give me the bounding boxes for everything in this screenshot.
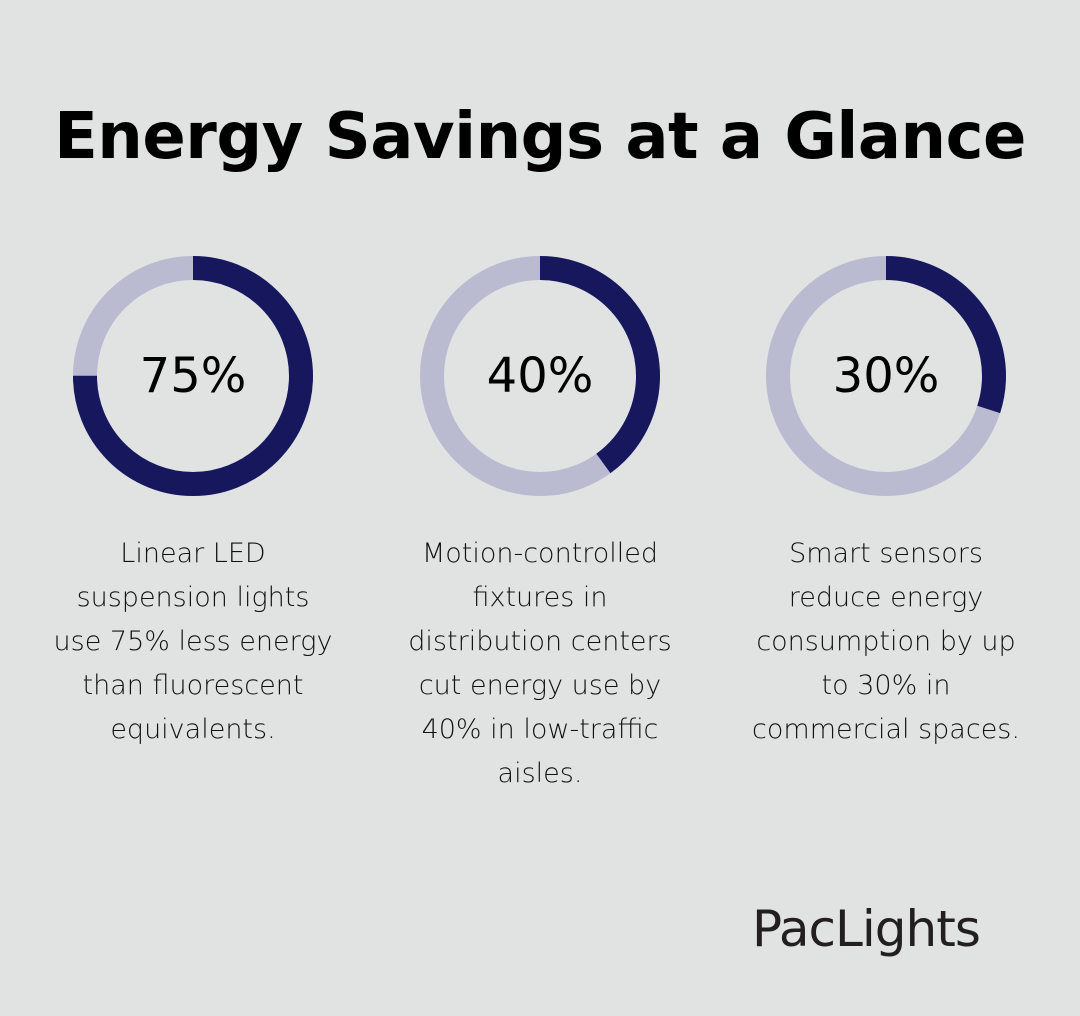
percent-label: 30% (832, 348, 940, 404)
description-line: distribution centers (408, 626, 672, 657)
donut-ring (73, 256, 313, 496)
description-line: fixtures in (472, 582, 608, 613)
percent-label: 75% (139, 348, 247, 404)
stat-description: Linear LED suspension lights use 75% less … (33, 532, 353, 752)
stat-description: Smart sensors reduce energy consumption by… (726, 532, 1046, 752)
description-line: commercial spaces. (752, 714, 1020, 745)
description-line: equivalents. (110, 714, 276, 745)
description-line: than fluorescent (82, 670, 304, 701)
stat-description: Motion-controlled fixtures in distribution… (380, 532, 700, 796)
description-line: cut energy use by (418, 670, 662, 701)
description-line: consumption by up (756, 626, 1016, 657)
paclights-logo: PacLights (752, 900, 981, 958)
description-line: Linear LED (120, 538, 266, 569)
description-line: Motion-controlled (421, 538, 659, 569)
description-line: Smart sensors (789, 538, 983, 569)
description-line: use 75% less energy (53, 626, 333, 657)
description-line: to 30% in (821, 670, 951, 701)
description-line: aisles. (497, 758, 583, 789)
description-line: reduce energy (788, 582, 984, 613)
percent-label: 40% (486, 348, 594, 404)
page-title: Energy Savings at a Glance (54, 100, 1026, 174)
donut-ring (766, 256, 1006, 496)
description-line: 40% in low-traffic (421, 714, 659, 745)
description-line: suspension lights (76, 582, 310, 613)
donut-ring (420, 256, 660, 496)
